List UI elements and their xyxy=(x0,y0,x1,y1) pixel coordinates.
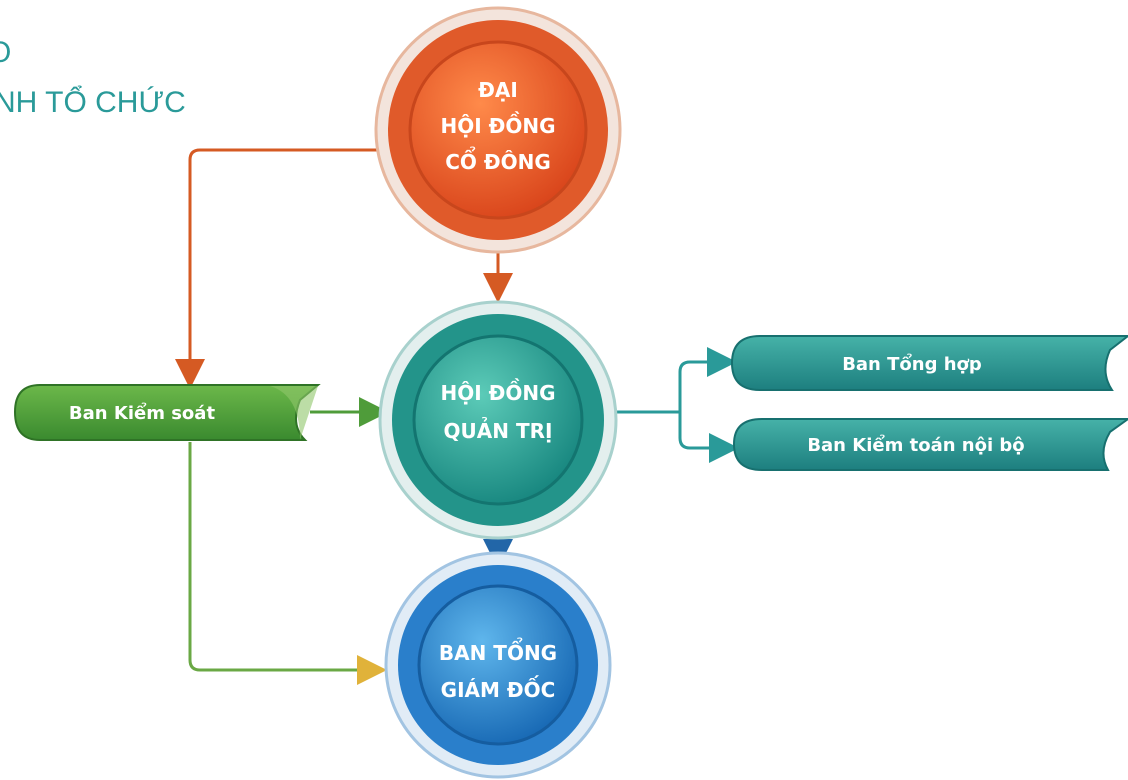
node-circle xyxy=(374,6,622,254)
node-label: CỔ ĐÔNG xyxy=(445,147,551,174)
ribbon xyxy=(13,384,321,441)
ribbon-label: Ban Tổng hợp xyxy=(842,353,982,375)
connectors xyxy=(175,148,739,685)
title-line: NH TỔ CHỨC xyxy=(0,85,186,119)
node-label: HỘI ĐỒNG xyxy=(440,379,555,405)
ribbon-label: Ban Kiểm soát xyxy=(69,402,216,424)
node-label: QUẢN TRỊ xyxy=(444,418,553,443)
node-circle xyxy=(384,551,612,779)
node-label: GIÁM ĐỐC xyxy=(441,676,556,702)
title-line: O xyxy=(0,36,11,69)
node-label: HỘI ĐỒNG xyxy=(440,112,555,138)
node-label: ĐẠI xyxy=(478,78,518,102)
node-label: BAN TỔNG xyxy=(439,638,557,665)
connector xyxy=(175,148,378,389)
ribbon-label: Ban Kiểm toán nội bộ xyxy=(807,434,1024,456)
ribbon xyxy=(732,418,1128,471)
ribbon-fold xyxy=(270,386,318,440)
connector xyxy=(188,442,387,685)
connector xyxy=(615,360,722,450)
ribbon xyxy=(730,335,1128,391)
node-circle xyxy=(378,300,618,540)
